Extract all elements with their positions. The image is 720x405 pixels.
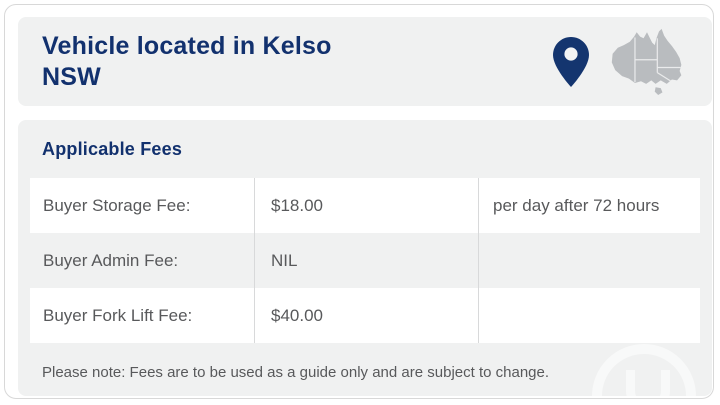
applicable-fees-card: Applicable Fees Buyer Storage Fee: $18.0… — [18, 120, 712, 396]
location-pin-icon — [553, 36, 589, 87]
header-icons — [553, 28, 690, 95]
fee-row-admin: Buyer Admin Fee: NIL — [30, 233, 700, 288]
fees-table: Buyer Storage Fee: $18.00 per day after … — [30, 178, 700, 343]
fee-row-forklift: Buyer Fork Lift Fee: $40.00 — [30, 288, 700, 343]
fees-heading: Applicable Fees — [42, 139, 183, 159]
fee-note: per day after 72 hours — [493, 195, 660, 215]
fee-amount: NIL — [255, 233, 479, 288]
page-title: Vehicle located in Kelso NSW — [42, 31, 332, 93]
fee-label: Buyer Storage Fee: — [30, 178, 255, 233]
fee-note — [479, 233, 700, 288]
fee-amount: $40.00 — [255, 288, 479, 343]
page-title-line-2: NSW — [42, 62, 101, 91]
fees-disclaimer: Please note: Fees are to be used as a gu… — [42, 364, 550, 381]
fee-row-storage: Buyer Storage Fee: $18.00 per day after … — [30, 178, 700, 233]
page-title-line-1: Vehicle located in Kelso — [42, 31, 332, 60]
logo-watermark-inner — [626, 370, 670, 396]
fee-amount: $18.00 — [255, 178, 479, 233]
fee-note — [479, 288, 700, 343]
fee-label: Buyer Fork Lift Fee: — [30, 288, 255, 343]
vehicle-location-panel: Vehicle located in Kelso NSW — [4, 4, 714, 399]
australia-map-icon — [604, 28, 690, 95]
location-header-card: Vehicle located in Kelso NSW — [18, 17, 712, 106]
logo-watermark — [592, 344, 696, 396]
fee-label: Buyer Admin Fee: — [30, 233, 255, 288]
